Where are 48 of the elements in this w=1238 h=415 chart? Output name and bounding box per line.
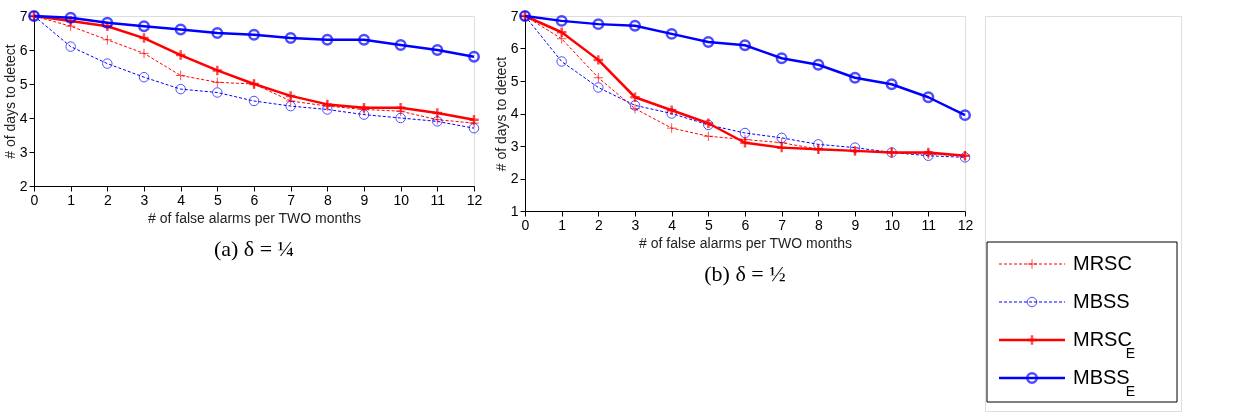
x-tick-label: 5	[704, 216, 713, 233]
y-tick-label: 2	[19, 177, 28, 194]
x-tick-label: 10	[884, 216, 901, 233]
x-tick-label: 0	[30, 191, 39, 208]
x-axis-title: # of false alarms per TWO months	[639, 234, 852, 251]
x-tick-label: 9	[360, 191, 369, 208]
y-tick-label: 7	[19, 7, 28, 24]
y-tick-label: 7	[510, 7, 519, 24]
x-tick-label: 8	[323, 191, 332, 208]
x-tick-label: 0	[521, 216, 530, 233]
legend-label: MRSCE	[1073, 328, 1136, 361]
x-tick-label: 7	[287, 191, 296, 208]
x-tick-label: 12	[957, 216, 974, 233]
y-tick-label: 1	[510, 202, 519, 219]
text: (b) δ = ½	[704, 261, 786, 286]
y-tick-label: 3	[510, 137, 519, 154]
x-tick-label: 12	[466, 191, 483, 208]
x-tick-label: 11	[430, 191, 446, 208]
y-tick-label: 6	[19, 41, 28, 58]
y-axis-title: # of days to detect	[1, 44, 18, 159]
y-tick-label: 4	[510, 105, 519, 121]
y-tick-label: 2	[510, 170, 519, 186]
x-tick-label: 10	[393, 191, 410, 208]
y-tick-label: 5	[19, 75, 28, 92]
x-tick-label: 9	[851, 216, 860, 233]
x-axis-title: # of false alarms per TWO months	[148, 209, 361, 226]
x-tick-label: 11	[921, 216, 937, 233]
x-tick-label: 2	[594, 216, 603, 233]
x-tick-label: 6	[741, 216, 750, 233]
x-tick-label: 5	[213, 191, 222, 208]
text: (a) δ = ¼	[213, 236, 295, 261]
legend-label: MRSC	[1073, 252, 1132, 274]
x-tick-label: 4	[177, 191, 186, 208]
x-tick-label: 1	[558, 216, 567, 233]
x-tick-label: 3	[631, 216, 640, 233]
y-tick-label: 5	[510, 72, 519, 89]
x-tick-label: 6	[250, 191, 259, 208]
x-tick-label: 8	[814, 216, 823, 233]
y-tick-label: 4	[19, 109, 28, 126]
x-tick-label: 2	[103, 191, 112, 208]
x-tick-label: 3	[140, 191, 149, 208]
x-tick-label: 4	[668, 216, 677, 233]
y-tick-label: 6	[510, 40, 519, 56]
y-tick-label: 3	[19, 143, 28, 160]
legend-label: MBSS	[1073, 290, 1130, 312]
x-tick-label: 1	[67, 191, 76, 208]
x-tick-label: 7	[778, 216, 787, 233]
y-axis-title: # of days to detect	[492, 56, 509, 172]
